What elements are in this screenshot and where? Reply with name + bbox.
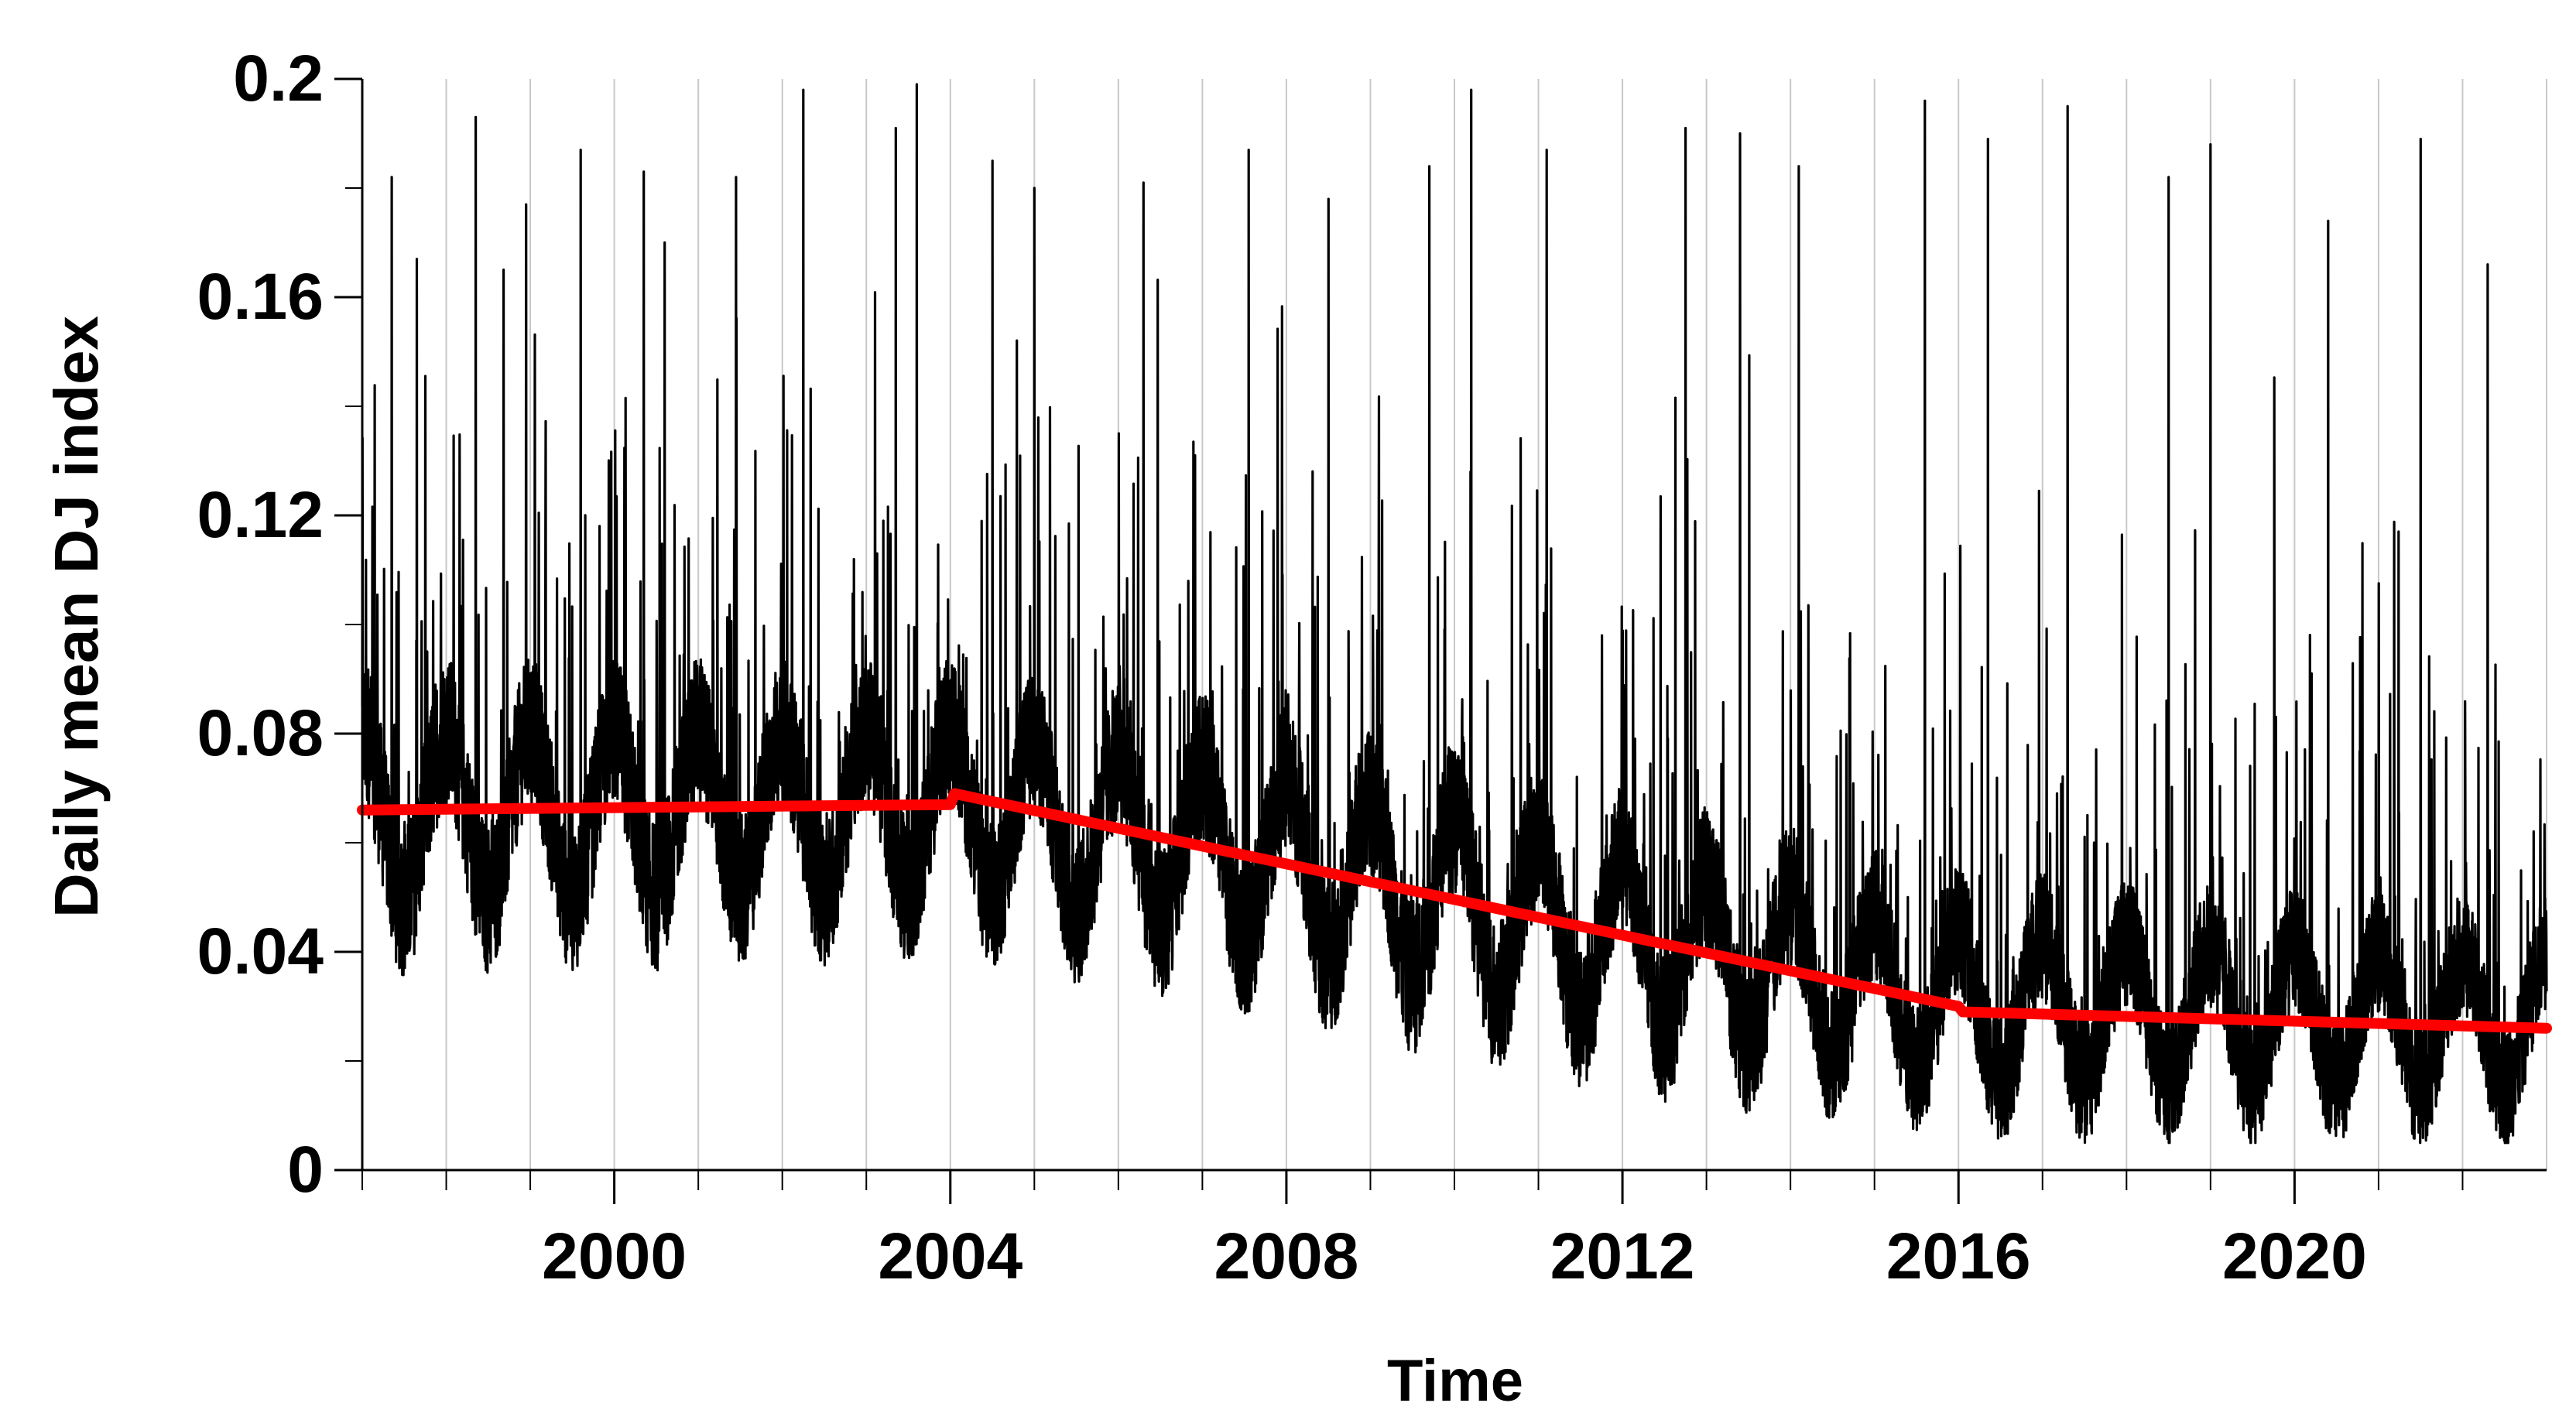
x-ticks: 2000 2004 2008 2012 2016 2020: [361, 1170, 2464, 1292]
x-tick-label: 2004: [878, 1220, 1023, 1292]
x-axis-title: Time: [1387, 1348, 1523, 1414]
y-ticks: 0 0.04 0.08 0.12 0.16 0.2: [197, 42, 362, 1206]
y-tick-label: 0: [287, 1133, 324, 1206]
y-tick-label: 0.04: [197, 915, 324, 987]
x-tick-label: 2020: [2222, 1220, 2367, 1292]
y-tick-label: 0.16: [197, 260, 324, 333]
x-tick-label: 2000: [542, 1220, 687, 1292]
series-daily-dj-index: [361, 83, 2548, 1145]
series-line-daily: [361, 83, 2548, 1145]
x-tick-label: 2012: [1550, 1220, 1695, 1292]
x-tick-label: 2008: [1214, 1220, 1358, 1292]
y-axis-title: Daily mean DJ index: [42, 316, 111, 918]
y-tick-label: 0.2: [233, 42, 324, 115]
series-line-trend: [357, 788, 2552, 1034]
y-tick-label: 0.08: [197, 696, 324, 769]
y-tick-label: 0.12: [197, 478, 324, 551]
series-trend-line: [357, 788, 2552, 1034]
x-tick-label: 2016: [1886, 1220, 2031, 1292]
